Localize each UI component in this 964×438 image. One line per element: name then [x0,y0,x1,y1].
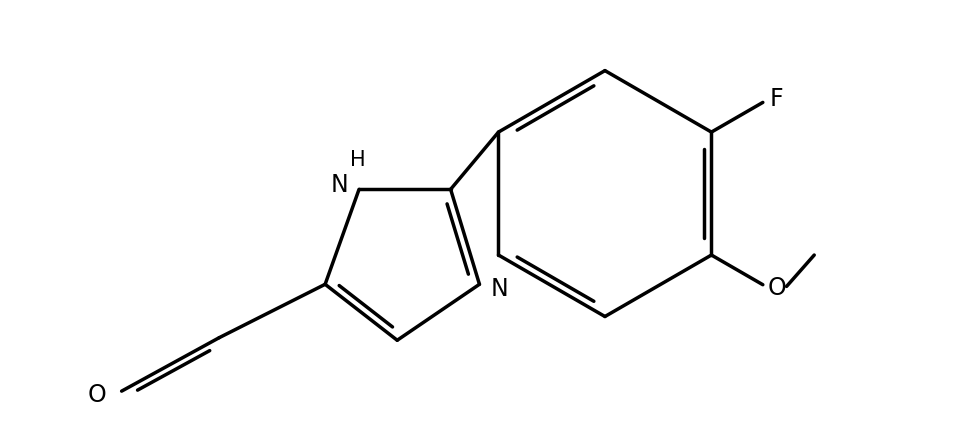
Text: H: H [350,150,365,170]
Text: F: F [769,87,783,111]
Text: N: N [331,173,348,197]
Text: O: O [768,276,787,300]
Text: O: O [88,383,106,407]
Text: N: N [491,276,508,300]
